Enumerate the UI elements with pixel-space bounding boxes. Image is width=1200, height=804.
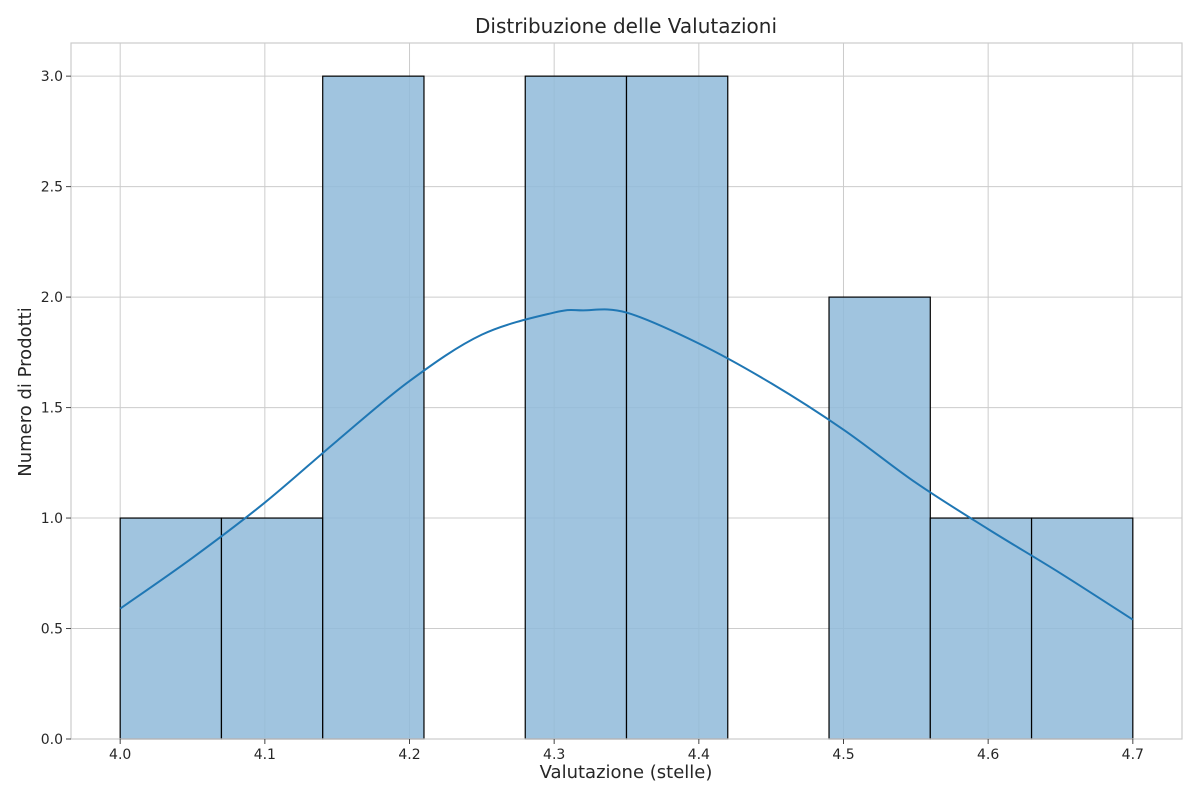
chart-title: Distribuzione delle Valutazioni xyxy=(475,14,777,38)
histogram-bar xyxy=(828,296,931,740)
y-tick-label: 0.0 xyxy=(41,732,63,748)
x-tick-label: 4.5 xyxy=(832,747,854,763)
x-tick-label: 4.0 xyxy=(109,747,131,763)
y-tick-label: 3.0 xyxy=(41,69,63,85)
kde-curve xyxy=(119,308,1134,621)
histogram-bar xyxy=(119,517,223,740)
y-tick-label: 0.5 xyxy=(41,622,63,638)
x-tick-label: 4.4 xyxy=(688,747,710,763)
y-tick-label: 1.0 xyxy=(41,511,63,527)
histogram-bar xyxy=(322,75,425,740)
y-tick-label: 2.5 xyxy=(41,180,63,196)
x-axis-title: Valutazione (stelle) xyxy=(540,762,713,783)
histogram-bar xyxy=(220,517,324,740)
histogram-bar xyxy=(929,517,1033,740)
ticks-layer: 4.0 4.1 4.2 4.3 4.4 4.5 4.6 4.7 0.0 0.5 1.0 1.5 2.0 2… xyxy=(41,69,1144,763)
x-tick-label: 4.1 xyxy=(254,747,276,763)
y-tick-label: 1.5 xyxy=(41,401,63,417)
y-tick-label: 2.0 xyxy=(41,290,63,306)
x-tick-label: 4.7 xyxy=(1122,747,1144,763)
bars-layer xyxy=(119,75,1134,740)
histogram-bar xyxy=(625,75,729,740)
histogram-bar xyxy=(1030,517,1134,740)
plot-frame xyxy=(70,42,1183,740)
x-tick-label: 4.2 xyxy=(398,747,420,763)
axes-layer xyxy=(70,42,1183,740)
histogram-bar xyxy=(524,75,628,740)
x-tick-label: 4.3 xyxy=(543,747,565,763)
y-axis-title: Numero di Prodotti xyxy=(15,307,36,476)
kde-layer xyxy=(119,308,1134,621)
x-tick-label: 4.6 xyxy=(977,747,999,763)
